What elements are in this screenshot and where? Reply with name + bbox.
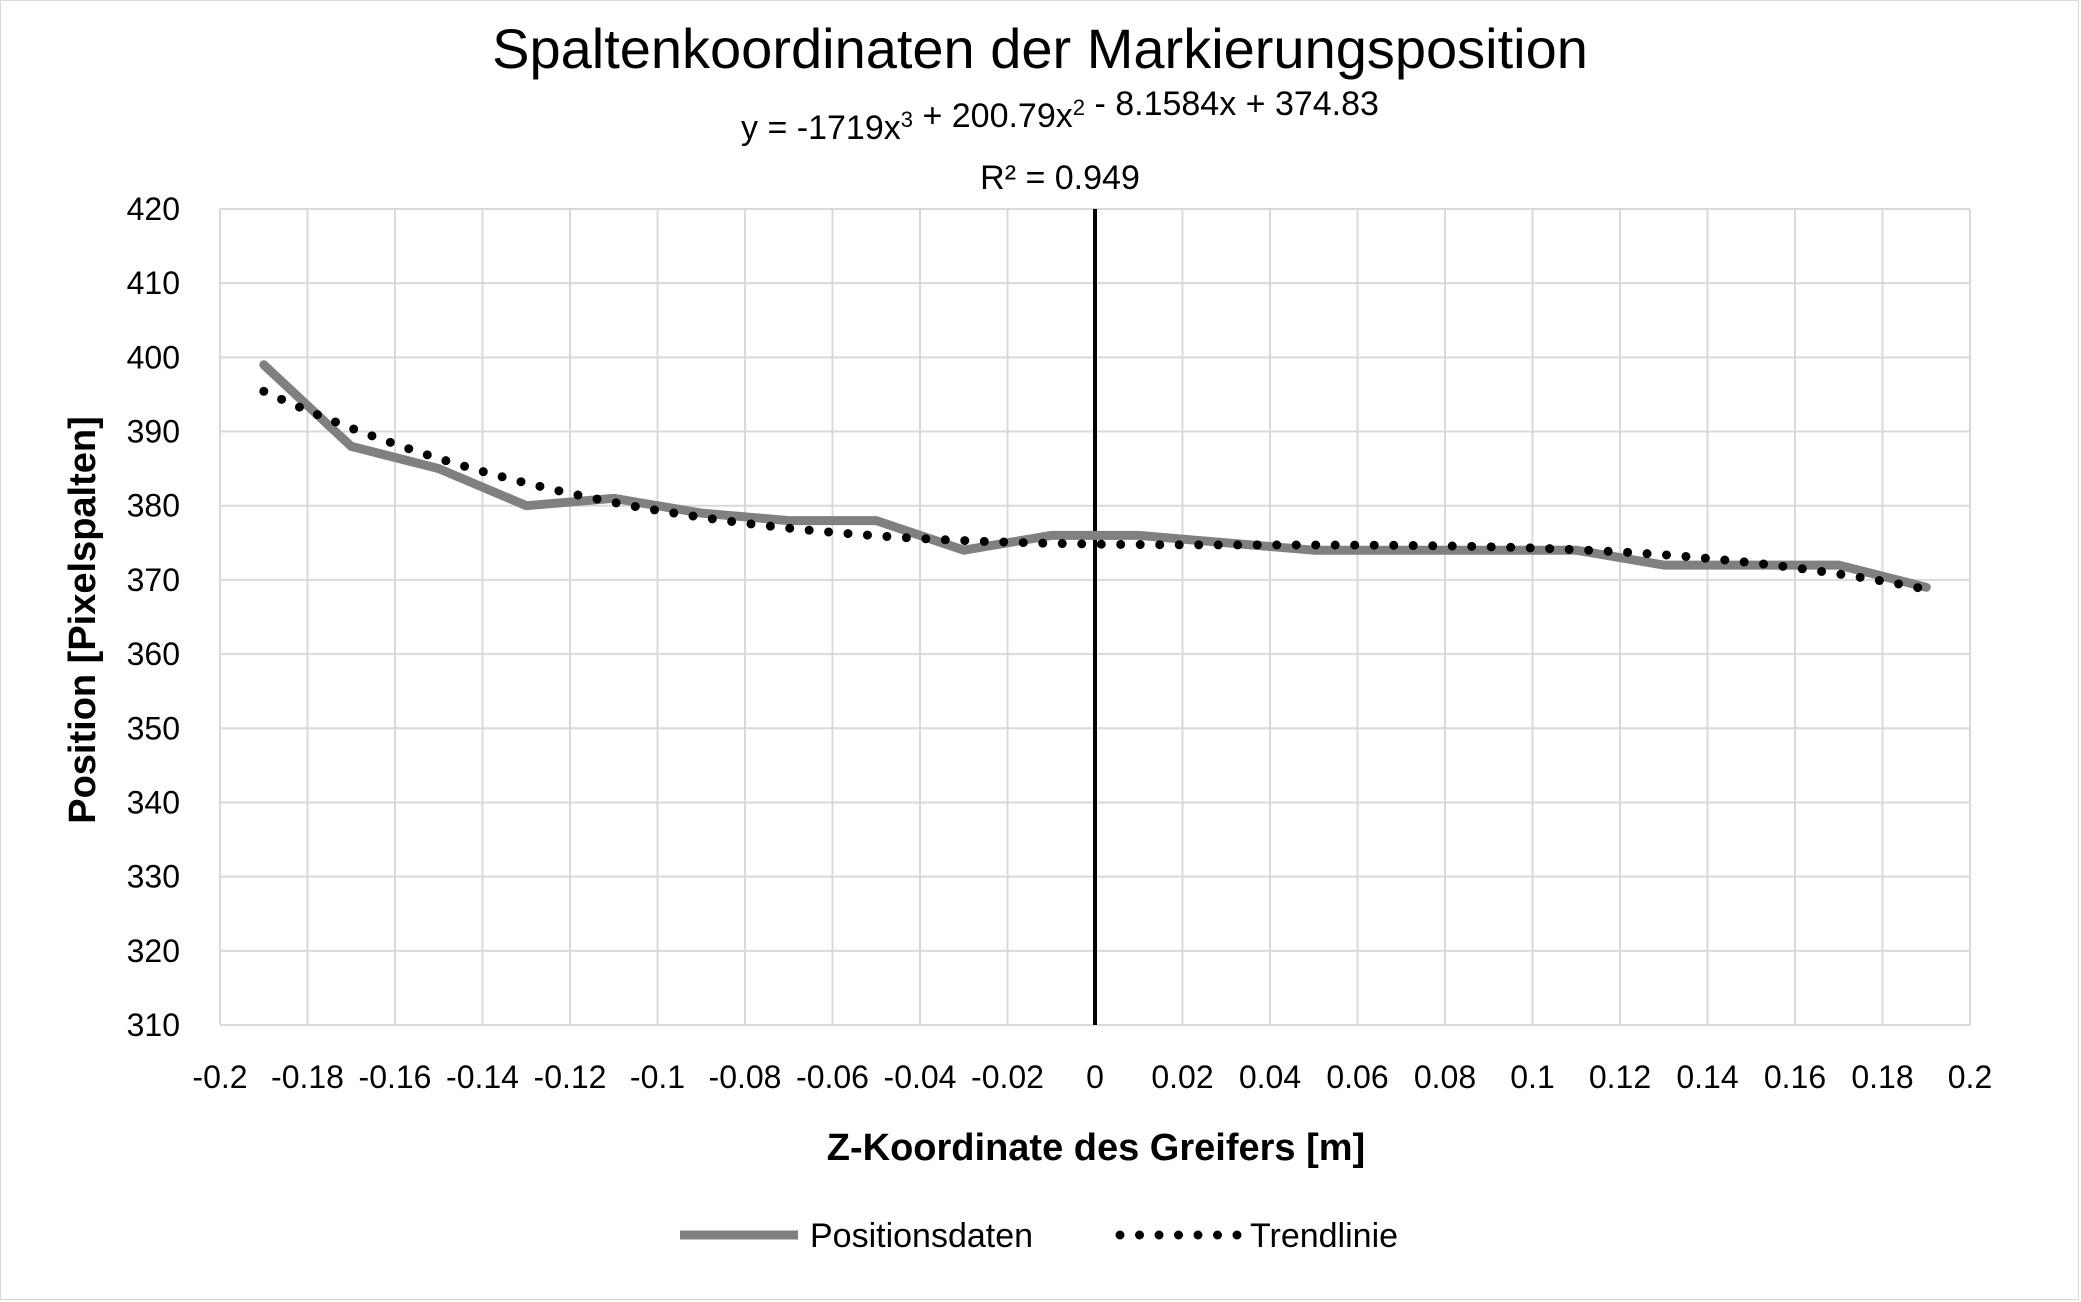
y-tick-label: 390: [127, 414, 180, 450]
legend-label-positionsdaten: Positionsdaten: [810, 1217, 1033, 1255]
y-tick-label: 320: [127, 933, 180, 969]
x-tick-label: -0.1: [630, 1059, 685, 1095]
trendline-r2: R² = 0.949: [980, 159, 1140, 197]
x-tick-label: 0.04: [1239, 1059, 1301, 1095]
equation-part: + 200.79x: [913, 97, 1073, 135]
x-tick-label: 0.08: [1414, 1059, 1476, 1095]
equation-part: y = -1719x: [741, 109, 901, 147]
y-tick-label: 370: [127, 562, 180, 598]
equation-part: - 8.1584x + 374.83: [1085, 85, 1379, 123]
x-tick-label: -0.2: [192, 1059, 247, 1095]
y-tick-label: 420: [127, 191, 180, 227]
trendline-equation: y = -1719x3 + 200.79x2 - 8.1584x + 374.8…: [741, 85, 1379, 147]
legend-label-trendlinie: Trendlinie: [1250, 1217, 1398, 1255]
y-tick-label: 350: [127, 710, 180, 746]
y-axis-ticks: 310 320 330 340 350 360 370 380 390 400 410 420: [127, 191, 180, 1043]
y-tick-label: 310: [127, 1007, 180, 1043]
x-tick-label: 0.2: [1948, 1059, 1992, 1095]
x-axis-label: Z-Koordinate des Greifers [m]: [827, 1127, 1365, 1169]
x-tick-label: 0.18: [1851, 1059, 1913, 1095]
x-tick-label: -0.14: [446, 1059, 519, 1095]
equation-exponent: 3: [901, 107, 913, 132]
x-axis-ticks: -0.2 -0.18 -0.16 -0.14 -0.12 -0.1 -0.08 -0.06 -0…: [192, 1059, 1992, 1095]
y-tick-label: 340: [127, 784, 180, 820]
x-tick-label: 0.06: [1326, 1059, 1388, 1095]
y-tick-label: 330: [127, 859, 180, 895]
x-tick-label: 0.14: [1676, 1059, 1738, 1095]
y-tick-label: 410: [127, 265, 180, 301]
x-tick-label: -0.12: [534, 1059, 607, 1095]
x-tick-label: 0.1: [1510, 1059, 1554, 1095]
y-tick-label: 360: [127, 636, 180, 672]
series-layer: [259, 209, 1931, 1025]
x-tick-label: -0.06: [796, 1059, 869, 1095]
chart-title: Spaltenkoordinaten der Markierungspositi…: [492, 17, 1588, 80]
legend: Positionsdaten Trendlinie: [680, 1217, 1398, 1255]
series-trendlinie-line: [259, 386, 1931, 594]
x-tick-label: -0.16: [359, 1059, 432, 1095]
x-tick-label: -0.02: [971, 1059, 1044, 1095]
series-positionsdaten-line: [259, 360, 1931, 592]
equation-exponent: 2: [1073, 95, 1085, 120]
x-tick-label: -0.18: [271, 1059, 344, 1095]
x-tick-label: -0.08: [709, 1059, 782, 1095]
y-tick-label: 380: [127, 488, 180, 524]
x-tick-label: 0.16: [1764, 1059, 1826, 1095]
x-tick-label: 0: [1086, 1059, 1104, 1095]
y-axis-label: Position [Pixelspalten]: [62, 416, 104, 824]
x-tick-label: 0.12: [1589, 1059, 1651, 1095]
x-tick-label: -0.04: [884, 1059, 957, 1095]
x-tick-label: 0.02: [1151, 1059, 1213, 1095]
y-tick-label: 400: [127, 339, 180, 375]
